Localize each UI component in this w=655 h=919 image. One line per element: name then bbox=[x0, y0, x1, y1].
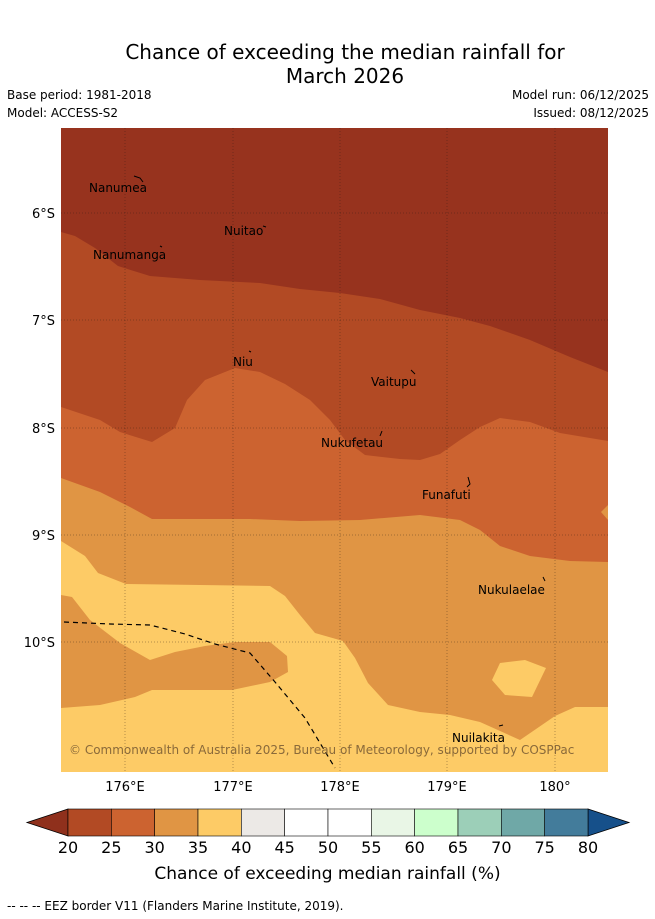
title-line-2: March 2026 bbox=[285, 64, 405, 88]
colorbar-swatch bbox=[544, 808, 589, 837]
place-label-niu: Niu bbox=[233, 355, 253, 369]
colorbar-tick-label: 75 bbox=[534, 838, 554, 857]
contour-band-35-40 bbox=[61, 541, 608, 772]
colorbar-swatch bbox=[284, 808, 329, 837]
colorbar-tick-label: 30 bbox=[144, 838, 164, 857]
latitude-labels: 6°S 7°S 8°S 9°S 10°S bbox=[24, 207, 55, 651]
graticule bbox=[61, 128, 608, 772]
lon-label-179e: 179°E bbox=[427, 780, 467, 795]
colorbar-tick-label: 45 bbox=[274, 838, 294, 857]
lon-label-177e: 177°E bbox=[213, 780, 253, 795]
contour-patch-east bbox=[601, 505, 608, 520]
issued-date: Issued: 08/12/2025 bbox=[533, 106, 649, 120]
colorbar-swatch bbox=[371, 808, 415, 837]
colorbar-swatch bbox=[501, 808, 545, 837]
place-label-nanumea: Nanumea bbox=[89, 181, 147, 195]
lon-label-176e: 176°E bbox=[105, 780, 145, 795]
colorbar-swatch bbox=[154, 808, 199, 837]
colorbar-over-arrow bbox=[587, 808, 631, 837]
title-line-1: Chance of exceeding the median rainfall … bbox=[125, 40, 565, 64]
colorbar-tick-label: 20 bbox=[58, 838, 78, 857]
colorbar-swatch bbox=[67, 808, 112, 837]
lon-label-180: 180° bbox=[539, 780, 570, 795]
contour-patch-blob bbox=[492, 660, 546, 697]
colorbar-under-arrow bbox=[25, 808, 69, 837]
copyright-notice: © Commonwealth of Australia 2025, Bureau… bbox=[69, 743, 574, 757]
lat-label-9s: 9°S bbox=[32, 529, 55, 544]
colorbar: 20 25 30 35 40 45 50 55 60 65 70 75 80 bbox=[25, 808, 631, 857]
lat-label-8s: 8°S bbox=[32, 422, 55, 437]
colorbar-swatch bbox=[111, 808, 155, 837]
contour-patch-southwest bbox=[61, 595, 288, 708]
colorbar-tick-label: 40 bbox=[231, 838, 251, 857]
lat-label-7s: 7°S bbox=[32, 314, 55, 329]
base-period: Base period: 1981-2018 bbox=[7, 88, 152, 102]
chart-title: Chance of exceeding the median rainfall … bbox=[0, 40, 655, 88]
place-labels: Nanumea Nuitao Nanumanga Niu Vaitupu Nuk… bbox=[89, 181, 545, 745]
place-label-funafuti: Funafuti bbox=[422, 488, 471, 502]
place-label-vaitupu: Vaitupu bbox=[371, 375, 417, 389]
place-label-nanumanga: Nanumanga bbox=[93, 248, 166, 262]
place-label-nuilakita: Nuilakita bbox=[452, 731, 505, 745]
place-label-nukufetau: Nukufetau bbox=[321, 436, 383, 450]
colorbar-tick-label: 25 bbox=[101, 838, 121, 857]
lat-label-10s: 10°S bbox=[24, 636, 55, 651]
colorbar-swatch bbox=[241, 808, 285, 837]
model-name: Model: ACCESS-S2 bbox=[7, 106, 119, 120]
colorbar-tick-label: 65 bbox=[448, 838, 468, 857]
island-outlines bbox=[133, 175, 546, 727]
place-label-nukulaelae: Nukulaelae bbox=[478, 583, 545, 597]
colorbar-label: Chance of exceeding median rainfall (%) bbox=[154, 864, 501, 884]
colorbar-tick-label: 35 bbox=[188, 838, 208, 857]
lat-label-6s: 6°S bbox=[32, 207, 55, 222]
colorbar-swatch bbox=[197, 808, 242, 837]
lon-label-178e: 178°E bbox=[320, 780, 360, 795]
colorbar-swatch bbox=[414, 808, 459, 837]
colorbar-swatch bbox=[327, 808, 372, 837]
place-label-nuitao: Nuitao bbox=[224, 224, 263, 238]
rainfall-contour-map: Nanumea Nuitao Nanumanga Niu Vaitupu Nuk… bbox=[61, 128, 608, 772]
eez-border-line bbox=[63, 621, 336, 769]
colorbar-tick-label: 80 bbox=[578, 838, 598, 857]
colorbar-tick-label: 70 bbox=[491, 838, 511, 857]
colorbar-tick-label: 50 bbox=[318, 838, 338, 857]
colorbar-tick-label: 55 bbox=[361, 838, 381, 857]
colorbar-tick-label: 60 bbox=[404, 838, 424, 857]
model-run: Model run: 06/12/2025 bbox=[511, 88, 649, 102]
longitude-labels: 176°E 177°E 178°E 179°E 180° bbox=[105, 780, 570, 795]
footer-eez-note: -- -- -- EEZ border V11 (Flanders Marine… bbox=[7, 899, 344, 913]
colorbar-swatch bbox=[457, 808, 502, 837]
